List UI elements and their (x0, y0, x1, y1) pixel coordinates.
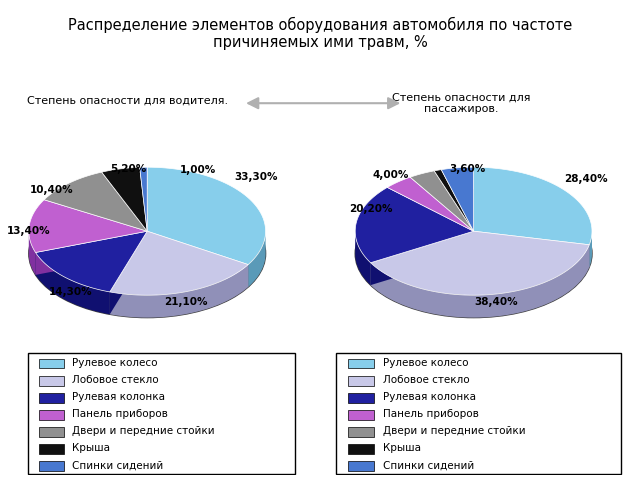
Bar (40, 444, 64, 454)
Text: Панель приборов: Панель приборов (72, 409, 168, 419)
Polygon shape (147, 167, 266, 264)
Polygon shape (355, 232, 371, 285)
Bar (40, 427, 64, 437)
Text: Рулевое колесо: Рулевое колесо (72, 358, 158, 368)
Polygon shape (371, 231, 589, 295)
Polygon shape (36, 252, 110, 314)
Text: 4,00%: 4,00% (372, 170, 408, 180)
Text: 3,60%: 3,60% (449, 164, 485, 174)
Polygon shape (371, 231, 474, 285)
Polygon shape (110, 231, 147, 314)
Bar (40, 393, 64, 403)
Bar (348, 461, 374, 471)
Text: Спинки сидений: Спинки сидений (383, 460, 474, 470)
Text: 38,40%: 38,40% (474, 297, 518, 307)
Bar (348, 359, 374, 369)
Polygon shape (442, 167, 474, 231)
Polygon shape (474, 231, 589, 267)
Bar (40, 410, 64, 420)
Polygon shape (387, 177, 474, 231)
Polygon shape (410, 171, 474, 231)
Text: Распределение элементов оборудования автомобиля по частоте
причиняемых ими травм: Распределение элементов оборудования авт… (68, 17, 572, 50)
Text: Степень опасности для
пассажиров.: Степень опасности для пассажиров. (392, 93, 530, 114)
Polygon shape (110, 231, 147, 314)
Polygon shape (355, 187, 474, 263)
Bar (348, 427, 374, 437)
Polygon shape (140, 167, 147, 231)
Text: Лобовое стекло: Лобовое стекло (72, 375, 159, 385)
Polygon shape (147, 231, 248, 287)
Text: 21,10%: 21,10% (164, 297, 207, 307)
Text: 5,20%: 5,20% (110, 164, 146, 174)
Bar (40, 461, 64, 471)
Text: 1,00%: 1,00% (180, 166, 216, 175)
Text: Панель приборов: Панель приборов (383, 409, 479, 419)
Text: Спинки сидений: Спинки сидений (72, 460, 164, 470)
Text: Степень опасности для водителя.: Степень опасности для водителя. (28, 96, 228, 106)
Bar (40, 359, 64, 369)
Polygon shape (102, 168, 147, 231)
Polygon shape (434, 169, 474, 231)
Polygon shape (29, 232, 36, 275)
Polygon shape (474, 167, 592, 245)
Text: Рулевая колонка: Рулевая колонка (72, 392, 165, 402)
Polygon shape (248, 232, 266, 287)
Polygon shape (36, 231, 147, 292)
Text: 28,40%: 28,40% (564, 174, 607, 184)
Text: Двери и передние стойки: Двери и передние стойки (383, 426, 525, 436)
Text: 33,30%: 33,30% (234, 172, 278, 182)
Polygon shape (36, 231, 147, 275)
Text: Рулевая колонка: Рулевая колонка (383, 392, 476, 402)
Ellipse shape (29, 190, 266, 318)
Text: Крыша: Крыша (72, 443, 110, 453)
Polygon shape (371, 245, 589, 318)
Bar (348, 376, 374, 385)
Bar (348, 410, 374, 420)
Bar (348, 393, 374, 403)
Polygon shape (589, 231, 592, 267)
Text: 20,20%: 20,20% (349, 204, 393, 214)
Polygon shape (44, 172, 147, 231)
Text: 10,40%: 10,40% (29, 185, 73, 194)
Polygon shape (474, 231, 589, 267)
Polygon shape (371, 231, 474, 285)
Polygon shape (29, 200, 147, 252)
Text: Двери и передние стойки: Двери и передние стойки (72, 426, 215, 436)
Polygon shape (36, 231, 147, 275)
Text: Лобовое стекло: Лобовое стекло (383, 375, 470, 385)
Text: Крыша: Крыша (383, 443, 421, 453)
Bar (40, 376, 64, 385)
Text: 14,30%: 14,30% (49, 287, 92, 297)
Polygon shape (147, 231, 248, 287)
Polygon shape (110, 231, 248, 295)
Text: Рулевое колесо: Рулевое колесо (383, 358, 468, 368)
Ellipse shape (355, 190, 592, 318)
Polygon shape (110, 264, 248, 318)
Bar (348, 444, 374, 454)
Text: 13,40%: 13,40% (7, 226, 51, 236)
